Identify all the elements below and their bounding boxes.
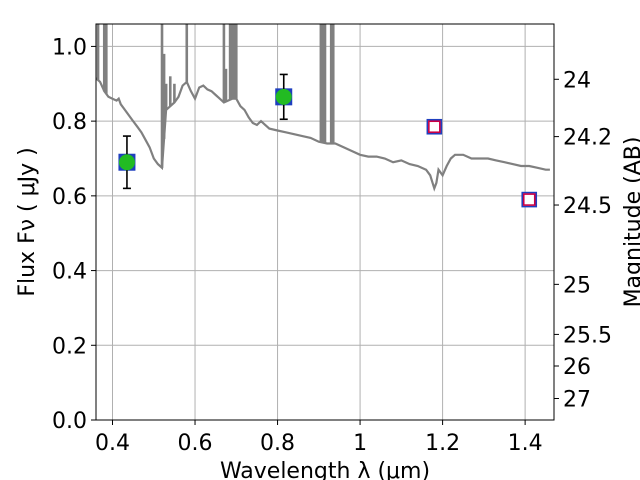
upper-limit-square-inner	[428, 120, 441, 134]
y-tick-label: 0.0	[52, 409, 87, 434]
x-axis-label: Wavelength λ (μm)	[220, 459, 430, 480]
y2-axis-label: Magnitude (AB)	[621, 137, 640, 308]
y2-tick-label: 26	[563, 355, 591, 380]
detection-point	[275, 88, 292, 105]
y-axis-label: Flux Fν ( μJy )	[15, 147, 40, 296]
photometry-markers	[118, 73, 538, 208]
y2-tick-label: 25	[563, 273, 591, 298]
model-sed-curves	[96, 24, 550, 192]
x-tick-label: 0.4	[95, 431, 130, 456]
model-sed-line	[96, 77, 550, 192]
y2-tick-label: 24.2	[563, 126, 612, 151]
x-tick-label: 1.2	[425, 431, 460, 456]
x-tick-label: 1.4	[508, 431, 543, 456]
plot-frame	[95, 23, 555, 421]
y-tick-label: 0.2	[52, 334, 87, 359]
upper-limit-square-inner	[522, 193, 536, 206]
detection-point	[118, 154, 135, 171]
y-tick-label: 1.0	[52, 35, 87, 60]
y-tick-label: 0.6	[52, 185, 87, 210]
y-tick-label: 0.8	[52, 110, 87, 135]
y2-tick-label: 24	[563, 68, 591, 93]
y2-tick-label: 27	[563, 388, 591, 413]
y-tick-label: 0.4	[52, 260, 87, 285]
x-tick-label: 0.8	[260, 431, 295, 456]
y2-tick-label: 24.5	[563, 194, 612, 219]
x-tick-label: 1	[353, 431, 367, 456]
x-tick-label: 0.6	[178, 431, 213, 456]
y2-tick-label: 25.5	[563, 323, 612, 348]
axis-ticks: 0.4 0.6 0.8 1 1.2 1.4 0.0 0.2 0.4 0.6 0.8 1.0 24 24.2…	[52, 35, 612, 456]
